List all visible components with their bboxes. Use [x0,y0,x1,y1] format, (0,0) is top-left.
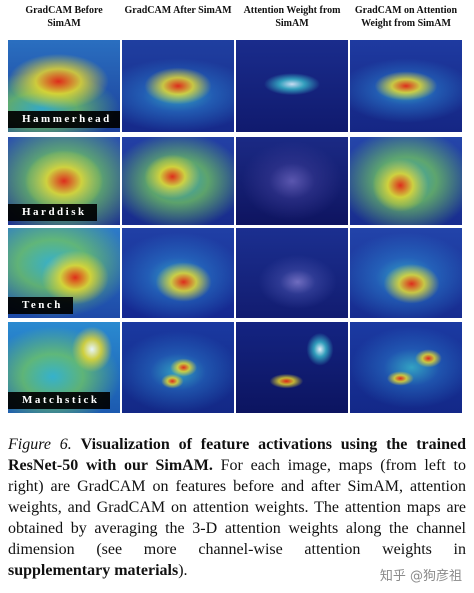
column-header: GradCAM on Attention Weight from SimAM [354,5,458,29]
heatmap-cell [122,228,234,318]
column-header: Attention Weight from SimAM [243,5,341,29]
heatmap-cell [350,322,462,413]
row-label: Hammerhead [8,111,120,128]
caption-link: supplementary materials [8,562,179,579]
heatmap-cell [350,137,462,225]
heatmap-cell: Hammerhead [8,40,120,132]
caption-end: ). [178,562,188,579]
heatmap-cell [236,40,348,132]
watermark: 知乎 @狗彦祖 [379,569,462,584]
row-label: Tench [8,297,73,314]
heatmap-cell: Harddisk [8,137,120,225]
caption: Figure 6. Visualization of feature activ… [8,434,466,581]
row-label: Harddisk [8,204,97,221]
column-header: GradCAM Before SimAM [25,5,103,29]
heatmap-cell [236,137,348,225]
heatmap-cell [122,40,234,132]
caption-title: Visualization of feature activations usi… [8,436,467,474]
heatmap-cell [350,40,462,132]
row-label: Matchstick [8,392,110,409]
caption-label: Figure 6. [8,436,72,453]
heatmap-cell: Tench [8,228,120,318]
heatmap-cell [236,322,348,413]
column-header: GradCAM After SimAM [124,5,232,16]
heatmap-cell [122,137,234,225]
heatmap-cell [122,322,234,413]
heatmap-cell: Matchstick [8,322,120,413]
caption-body: For each image, maps (from left to right… [8,457,466,558]
heatmap-cell [350,228,462,318]
heatmap-cell [236,228,348,318]
